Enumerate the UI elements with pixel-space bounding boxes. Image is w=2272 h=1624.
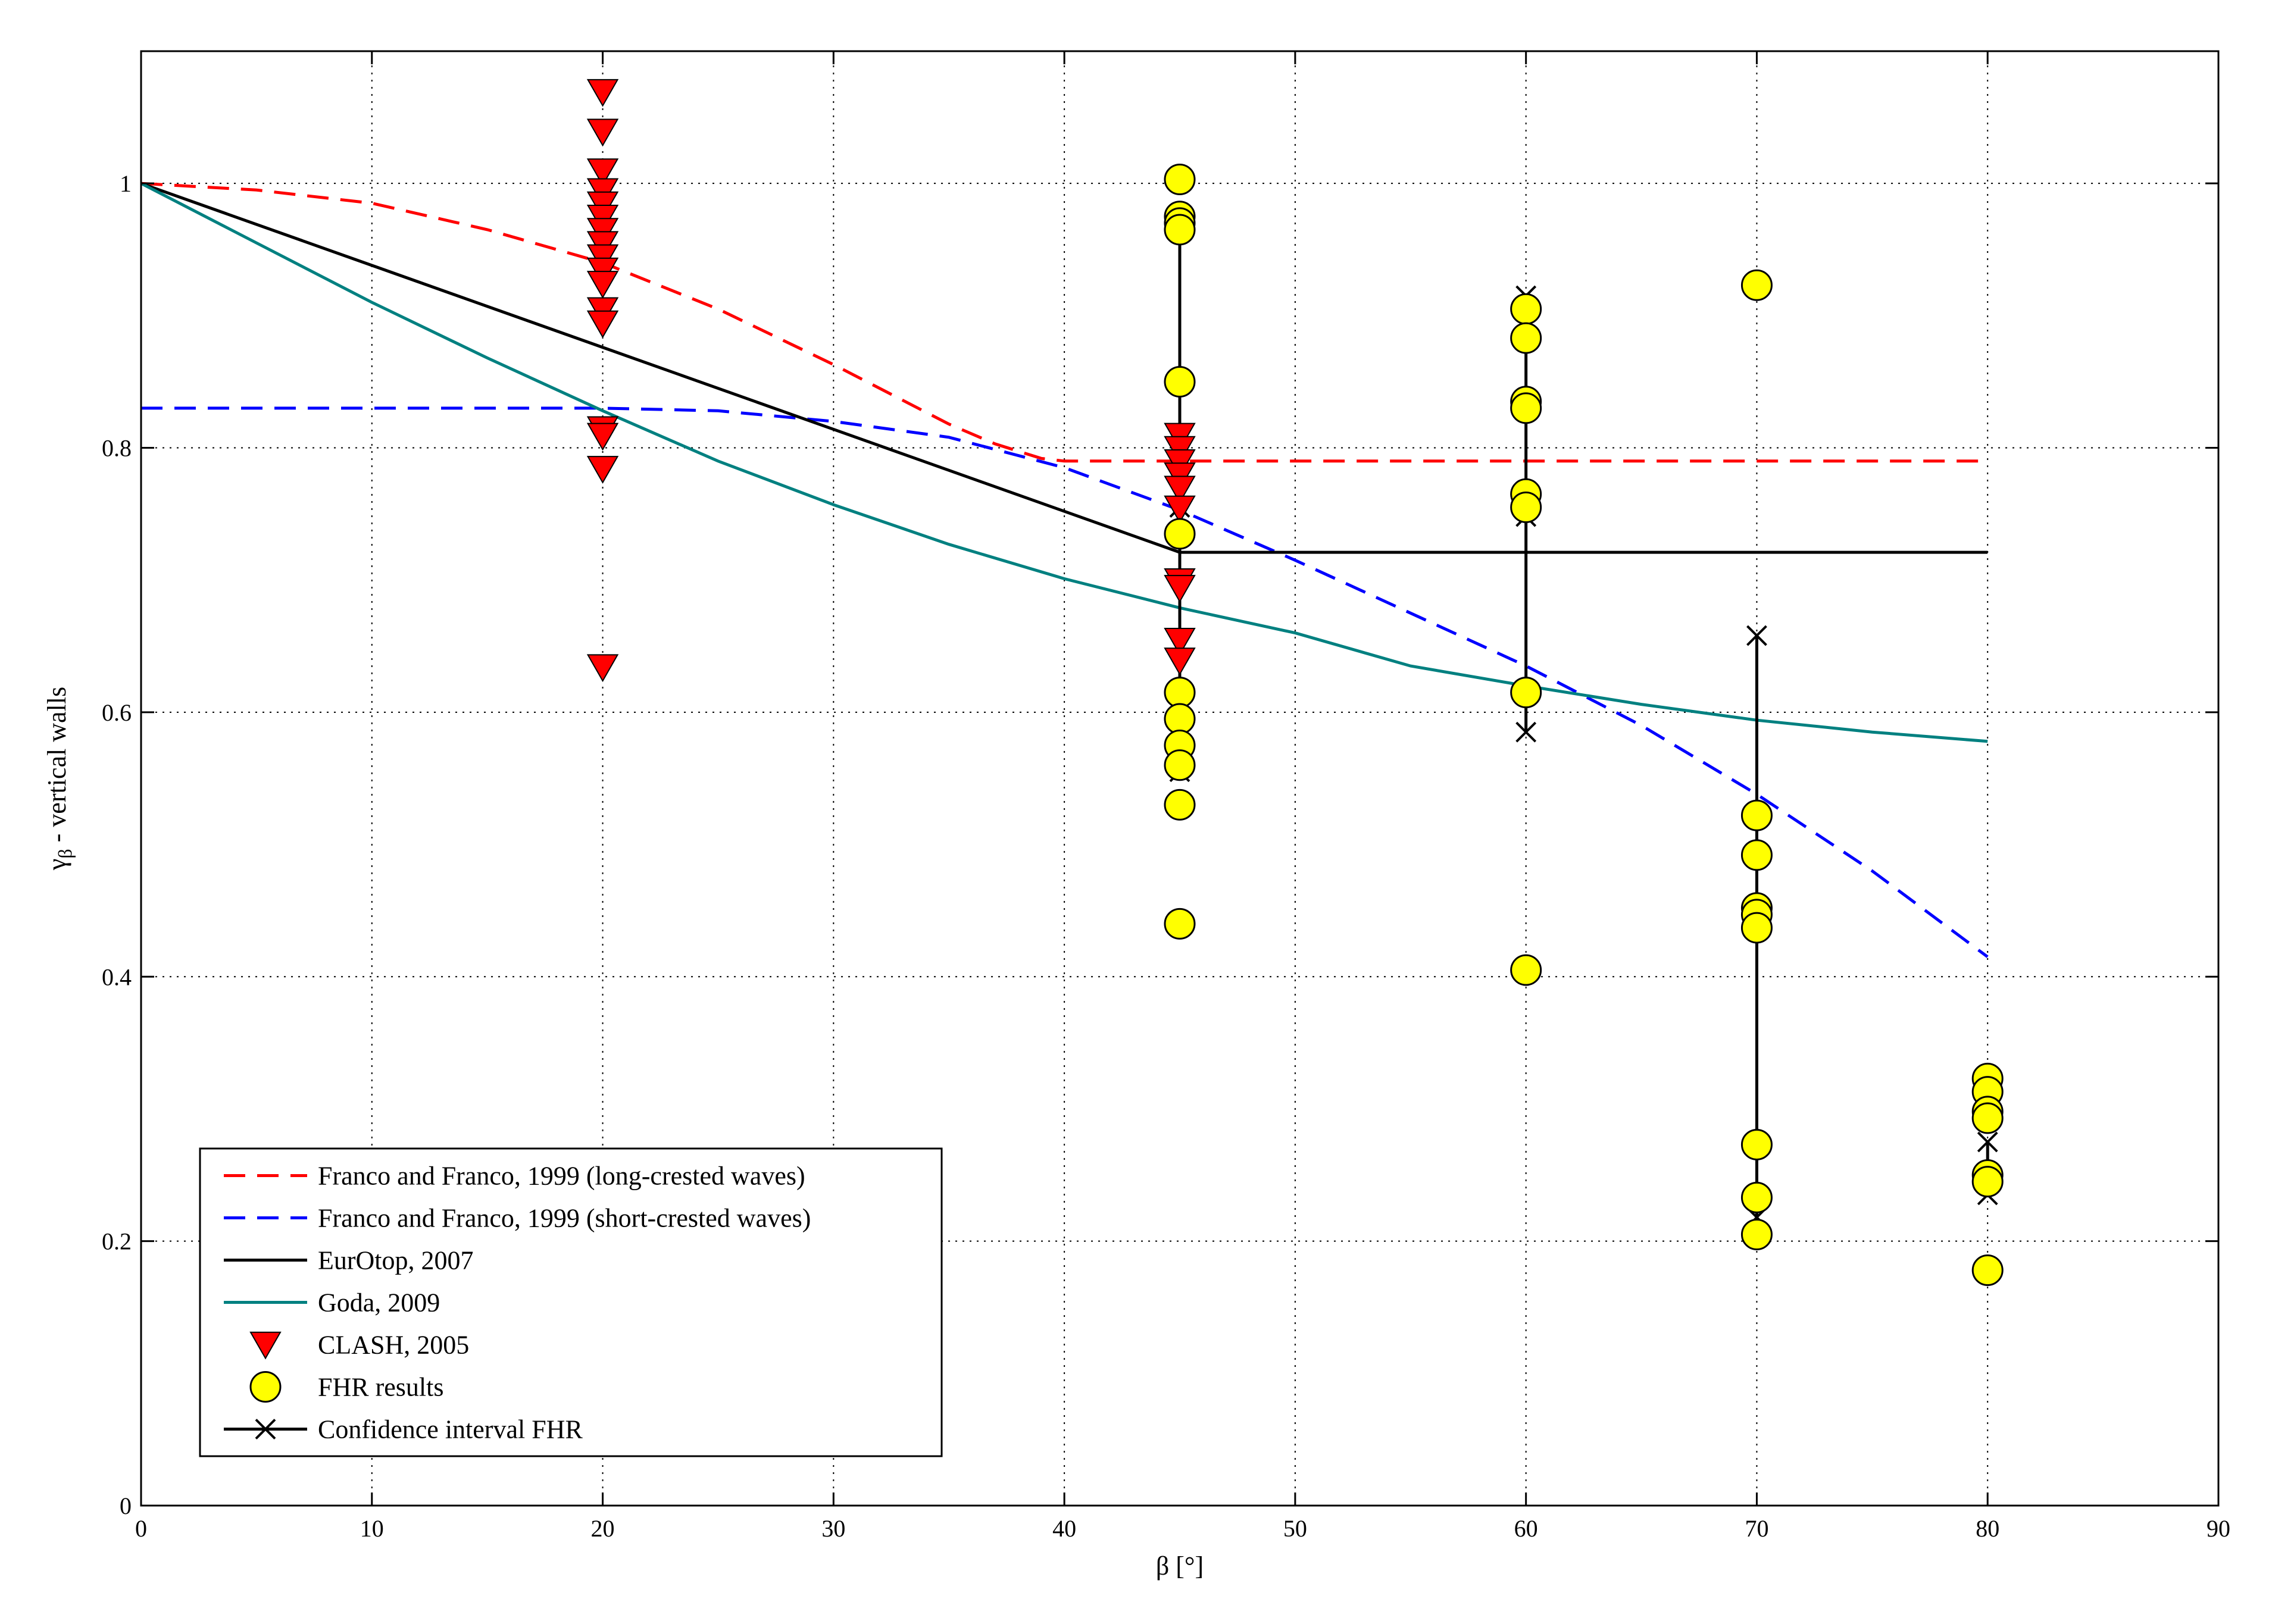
fhr-data-point xyxy=(1164,788,1196,821)
series-clash-2005 xyxy=(586,79,1196,683)
fhr-data-point xyxy=(1740,1181,1773,1213)
fhr-data-point xyxy=(1740,1219,1773,1251)
x-tick-label: 70 xyxy=(1745,1515,1768,1542)
legend-item-goda-2009: Goda, 2009 xyxy=(224,1288,440,1318)
x-tick-label: 60 xyxy=(1514,1515,1538,1542)
legend-label: Franco and Franco, 1999 (short-crested w… xyxy=(318,1204,811,1233)
x-tick-label: 10 xyxy=(360,1515,384,1542)
confidence-interval-high-marker xyxy=(1977,1131,1998,1153)
fhr-data-point xyxy=(1164,214,1196,246)
plot-frame xyxy=(140,50,2220,1507)
fhr-data-point xyxy=(1164,518,1196,550)
y-tick-label: 0.8 xyxy=(102,435,132,462)
series-goda-2009 xyxy=(140,182,1988,743)
fhr-data-point xyxy=(1164,908,1196,940)
fhr-data-point xyxy=(1164,749,1196,781)
series-line xyxy=(140,182,1988,743)
tick-layer: 0 10 20 30 40 50 60 70 80 90 0 0.2 0.4 0.6 0.8 1 xyxy=(102,51,2230,1542)
series-layer xyxy=(140,79,2004,1287)
legend-item-clash-2005: CLASH, 2005 xyxy=(249,1331,469,1360)
legend-swatch-x-marker xyxy=(255,1419,276,1440)
series-fhr-results xyxy=(1164,164,2004,1287)
y-tick-label: 1 xyxy=(120,170,132,197)
fhr-data-point xyxy=(1971,1166,2004,1198)
legend-label: Goda, 2009 xyxy=(318,1288,440,1318)
clash-data-point xyxy=(586,456,619,484)
fhr-data-point xyxy=(1164,703,1196,735)
clash-data-point xyxy=(586,423,619,451)
fhr-data-point xyxy=(1740,269,1773,301)
y-axis-label-rest: - vertical walls xyxy=(42,687,71,849)
clash-data-point xyxy=(586,158,619,186)
legend: Franco and Franco, 1999 (long-crested wa… xyxy=(199,1147,943,1457)
fhr-data-point xyxy=(1740,799,1773,831)
y-tick-label: 0 xyxy=(120,1492,132,1519)
fhr-data-point xyxy=(1510,322,1542,354)
series-franco-and-franco-1999-long-crested-waves xyxy=(140,182,1988,463)
x-tick-label: 90 xyxy=(2207,1515,2230,1542)
x-axis-label: β [°] xyxy=(1156,1551,1204,1581)
fhr-data-point xyxy=(1510,954,1542,986)
y-tick-label: 0.2 xyxy=(102,1228,132,1255)
fhr-data-point xyxy=(1510,492,1542,524)
y-tick-label: 0.4 xyxy=(102,963,132,990)
legend-label: EurOtop, 2007 xyxy=(318,1246,474,1275)
clash-data-point xyxy=(1164,475,1196,504)
legend-label: CLASH, 2005 xyxy=(318,1331,469,1360)
legend-item-franco-and-franco-1999-long-crested-waves: Franco and Franco, 1999 (long-crested wa… xyxy=(224,1162,805,1191)
y-axis-label-main: γ xyxy=(42,859,71,871)
clash-data-point xyxy=(586,310,619,339)
legend-item-fhr-results: FHR results xyxy=(249,1371,443,1403)
legend-swatch-triangle xyxy=(249,1331,282,1360)
confidence-interval-high-marker xyxy=(1746,625,1767,646)
legend-item-eurotop-2007: EurOtop, 2007 xyxy=(224,1246,474,1275)
x-tick-label: 20 xyxy=(591,1515,615,1542)
fhr-data-point xyxy=(1164,164,1196,196)
legend-swatch-circle xyxy=(249,1371,282,1403)
fhr-data-point xyxy=(1510,293,1542,325)
clash-data-point xyxy=(1164,575,1196,603)
legend-label: FHR results xyxy=(318,1373,443,1402)
fhr-data-point xyxy=(1740,912,1773,944)
fhr-data-point xyxy=(1971,1102,2004,1134)
clash-data-point xyxy=(1164,647,1196,676)
confidence-interval-low-marker xyxy=(1515,721,1537,743)
x-tick-label: 50 xyxy=(1283,1515,1307,1542)
fhr-data-point xyxy=(1740,839,1773,871)
fhr-data-point xyxy=(1971,1254,2004,1287)
clash-data-point xyxy=(1164,627,1196,656)
clash-data-point xyxy=(586,654,619,683)
legend-item-confidence-interval-fhr: Confidence interval FHR xyxy=(224,1415,583,1444)
series-line xyxy=(140,182,1988,463)
y-axis-label: γβ - vertical walls xyxy=(42,687,76,871)
legend-item-franco-and-franco-1999-short-crested-waves: Franco and Franco, 1999 (short-crested w… xyxy=(224,1204,811,1233)
fhr-data-point xyxy=(1164,365,1196,398)
clash-data-point xyxy=(1164,495,1196,524)
x-tick-label: 40 xyxy=(1052,1515,1076,1542)
y-tick-label: 0.6 xyxy=(102,699,132,726)
legend-label: Confidence interval FHR xyxy=(318,1415,583,1444)
clash-data-point xyxy=(586,79,619,107)
clash-data-point xyxy=(586,118,619,147)
fhr-data-point xyxy=(1510,392,1542,424)
fhr-data-point xyxy=(1740,1128,1773,1160)
clash-data-point xyxy=(586,271,619,299)
y-axis-label-subscript: β xyxy=(54,849,76,858)
legend-label: Franco and Franco, 1999 (long-crested wa… xyxy=(318,1162,805,1191)
fhr-data-point xyxy=(1164,677,1196,709)
fhr-data-point xyxy=(1510,677,1542,709)
legend-box xyxy=(199,1147,943,1457)
x-tick-label: 80 xyxy=(1976,1515,1999,1542)
x-tick-label: 30 xyxy=(821,1515,845,1542)
x-tick-label: 0 xyxy=(135,1515,147,1542)
